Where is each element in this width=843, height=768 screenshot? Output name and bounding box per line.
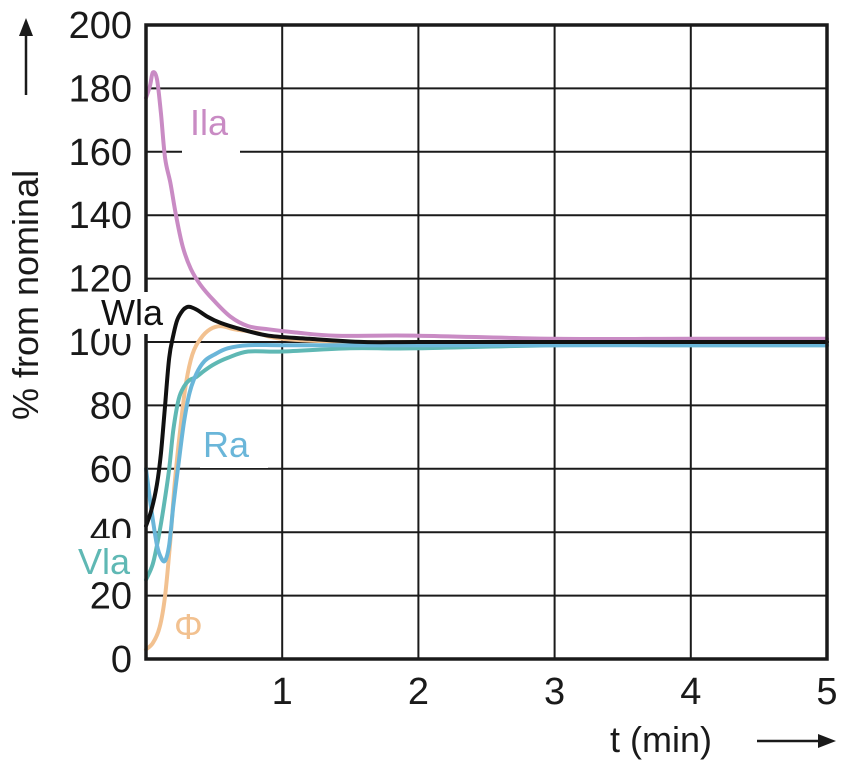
series-label-vla-text: Vla	[78, 541, 131, 582]
series-label-ila: Ila	[182, 100, 240, 154]
y-tick-label: 180	[69, 68, 132, 110]
series-line-phi	[144, 324, 829, 652]
x-tick-label: 3	[544, 671, 565, 713]
y-tick-label: 60	[90, 449, 132, 491]
y-axis-label: % from nominal	[5, 170, 46, 420]
x-tick-label: 4	[680, 671, 701, 713]
y-tick-label: 20	[90, 576, 132, 618]
y-tick-label: 160	[69, 132, 132, 174]
grid-lines	[146, 25, 827, 659]
series-label-wla: Wla	[100, 292, 170, 334]
y-tick-label: 80	[90, 385, 132, 427]
x-tick-label: 5	[816, 671, 837, 713]
series-label-phi: Φ	[172, 604, 212, 648]
series-label-ra: Ra	[200, 420, 268, 468]
series-line-wla	[144, 304, 829, 528]
series-label-vla: Vla	[78, 538, 140, 582]
series-line-ra	[144, 342, 829, 564]
x-tick-label: 2	[408, 671, 429, 713]
x-axis-label: t (min)	[610, 719, 712, 760]
y-axis-label-group: % from nominal	[5, 170, 46, 420]
y-tick-label: 140	[69, 195, 132, 237]
series-label-wla-text: Wla	[101, 292, 164, 333]
series-label-phi-text: Φ	[174, 606, 203, 647]
series-label-ila-text: Ila	[190, 102, 229, 143]
x-tick-labels: 1 2 3 4 5	[272, 671, 838, 713]
y-tick-label: 0	[111, 639, 132, 681]
series-line-ila	[144, 70, 829, 342]
up-arrow-icon	[19, 18, 33, 95]
x-tick-label: 1	[272, 671, 293, 713]
plot-frame	[144, 23, 829, 661]
right-arrow-icon	[757, 734, 836, 748]
y-tick-label: 200	[69, 5, 132, 47]
series-label-ra-text: Ra	[203, 424, 250, 465]
series-curves	[144, 70, 829, 652]
